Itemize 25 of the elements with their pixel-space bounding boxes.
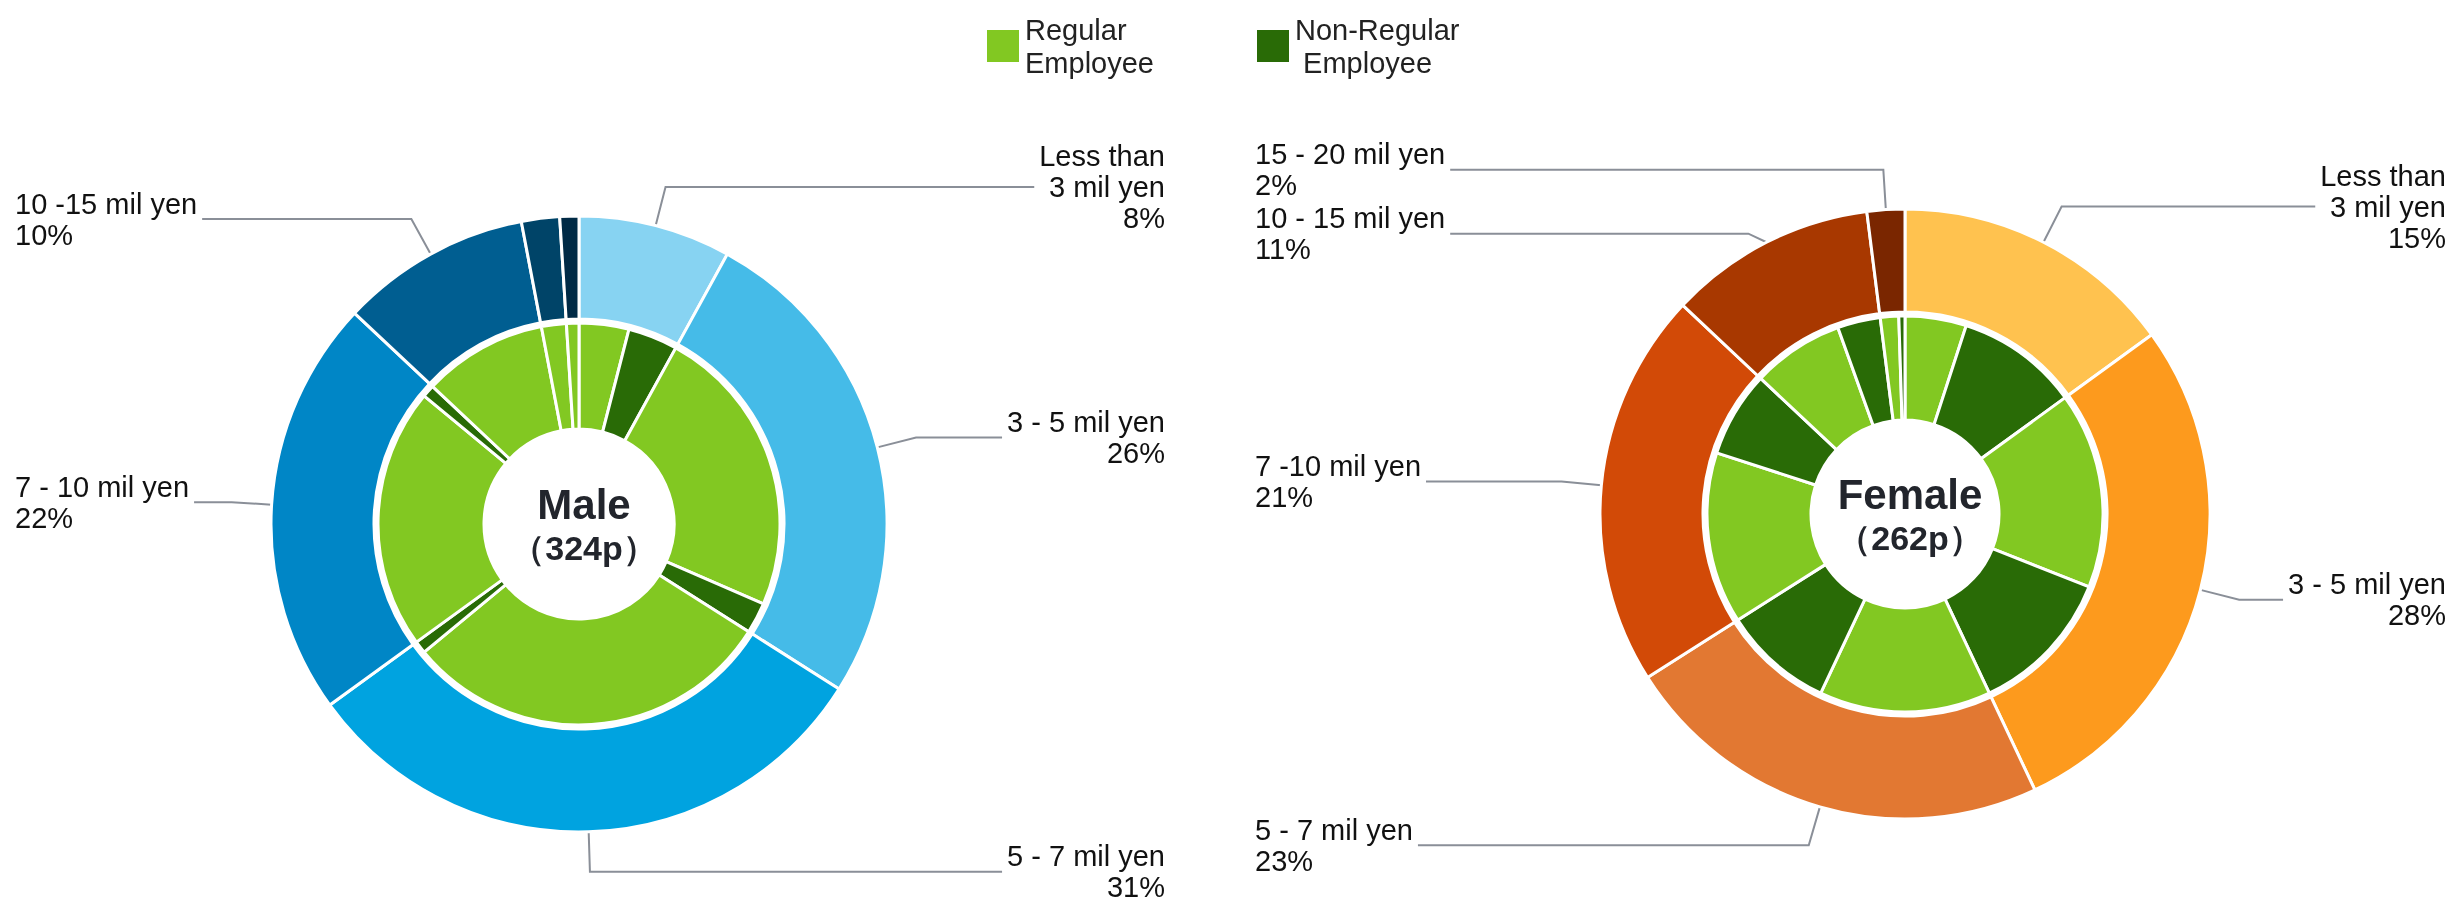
slice-label: 5 - 7 mil yen: [1255, 813, 1413, 846]
slice-label: 10 -15 mil yen: [15, 187, 198, 220]
slice-label: Less than 3 mil yen: [2320, 159, 2446, 223]
data-label: 10%: [15, 218, 74, 251]
data-label: 31%: [1106, 871, 1165, 904]
data-label: 22%: [15, 501, 74, 534]
text: （262p）: [1837, 519, 1983, 557]
slice-label: 10 - 15 mil yen: [1255, 202, 1446, 235]
slice-label: 3 - 5 mil yen: [2288, 568, 2446, 601]
slice-label: 5 - 7 mil yen: [1007, 840, 1165, 873]
data-label: 2%: [1255, 169, 1297, 202]
data-label: 23%: [1255, 844, 1314, 877]
data-label: 11%: [1255, 233, 1311, 266]
slice-label: Less than 3 mil yen: [1039, 139, 1165, 203]
text: Female: [1837, 470, 1983, 518]
legend-label: Regular Employee: [1025, 13, 1154, 79]
data-label: 21%: [1255, 481, 1314, 514]
legend-label: Non-Regular Employee: [1295, 13, 1460, 79]
text: （324p）: [511, 529, 657, 567]
text: Male: [537, 480, 631, 528]
slice-label: 7 -10 mil yen: [1255, 450, 1422, 483]
slice-label: 15 - 20 mil yen: [1255, 138, 1446, 171]
slice-label: 7 - 10 mil yen: [15, 470, 190, 503]
slice-label: 3 - 5 mil yen: [1007, 405, 1165, 438]
data-label: 28%: [2387, 599, 2446, 632]
